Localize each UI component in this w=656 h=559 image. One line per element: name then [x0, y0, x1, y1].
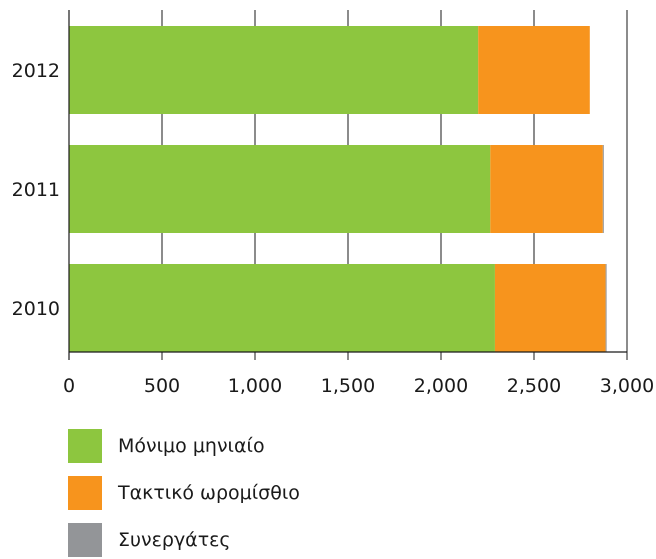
tick-labels: 0 500 1,000 1,500 2,000 2,500 3,000 2012 2011 201… — [12, 60, 655, 397]
x-tick-label: 1,500 — [321, 375, 375, 397]
y-tick-label: 2012 — [12, 60, 60, 82]
legend-swatch-permanent-monthly — [68, 429, 102, 463]
x-tick-label: 0 — [63, 375, 75, 397]
axes — [68, 10, 627, 360]
bar-segment — [69, 145, 491, 233]
bar-segment — [490, 145, 603, 233]
legend-item-permanent-monthly: Μόνιμο μηνιαίο — [68, 427, 300, 465]
x-tick-label: 500 — [144, 375, 180, 397]
legend-label-permanent-monthly: Μόνιμο μηνιαίο — [118, 435, 265, 457]
legend-label-regular-hourly: Τακτικό ωρομίσθιο — [118, 482, 300, 504]
stacked-bar-chart: 0 500 1,000 1,500 2,000 2,500 3,000 2012 2011 201… — [12, 10, 655, 397]
x-tick-label: 2,500 — [507, 375, 561, 397]
bar-segment — [602, 145, 604, 233]
legend-item-regular-hourly: Τακτικό ωρομίσθιο — [68, 474, 300, 512]
bar-segment — [69, 26, 479, 114]
legend-swatch-regular-hourly — [68, 476, 102, 510]
bar-segment — [69, 264, 495, 352]
x-tick-label: 2,000 — [414, 375, 468, 397]
y-tick-label: 2010 — [12, 298, 60, 320]
x-tick-label: 1,000 — [228, 375, 282, 397]
bar-segment — [494, 264, 606, 352]
legend: Μόνιμο μηνιαίο Τακτικό ωρομίσθιο Συνεργά… — [68, 427, 300, 559]
bar-segment — [605, 264, 607, 352]
legend-item-associates: Συνεργάτες — [68, 521, 300, 559]
x-tick-label: 3,000 — [600, 375, 654, 397]
bars — [69, 26, 607, 352]
bar-segment — [478, 26, 590, 114]
y-tick-label: 2011 — [12, 179, 60, 201]
legend-swatch-associates — [68, 523, 102, 557]
legend-label-associates: Συνεργάτες — [118, 529, 231, 551]
